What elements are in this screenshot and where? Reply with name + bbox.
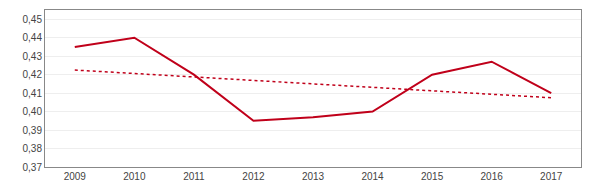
svg-text:0,40: 0,40 (23, 106, 43, 117)
svg-text:2015: 2015 (421, 171, 444, 182)
svg-text:0,43: 0,43 (23, 51, 43, 62)
svg-text:0,38: 0,38 (23, 143, 43, 154)
svg-text:0,39: 0,39 (23, 125, 43, 136)
svg-text:0,41: 0,41 (23, 88, 43, 99)
svg-text:0,45: 0,45 (23, 14, 43, 25)
svg-text:2013: 2013 (302, 171, 325, 182)
svg-text:0,44: 0,44 (23, 32, 43, 43)
svg-text:2012: 2012 (242, 171, 265, 182)
svg-text:2011: 2011 (183, 171, 205, 182)
svg-text:0,42: 0,42 (23, 69, 43, 80)
svg-text:2017: 2017 (540, 171, 563, 182)
svg-text:2014: 2014 (361, 171, 384, 182)
svg-text:2016: 2016 (481, 171, 504, 182)
svg-text:0,37: 0,37 (23, 162, 43, 173)
svg-text:2010: 2010 (123, 171, 146, 182)
svg-text:2009: 2009 (64, 171, 87, 182)
